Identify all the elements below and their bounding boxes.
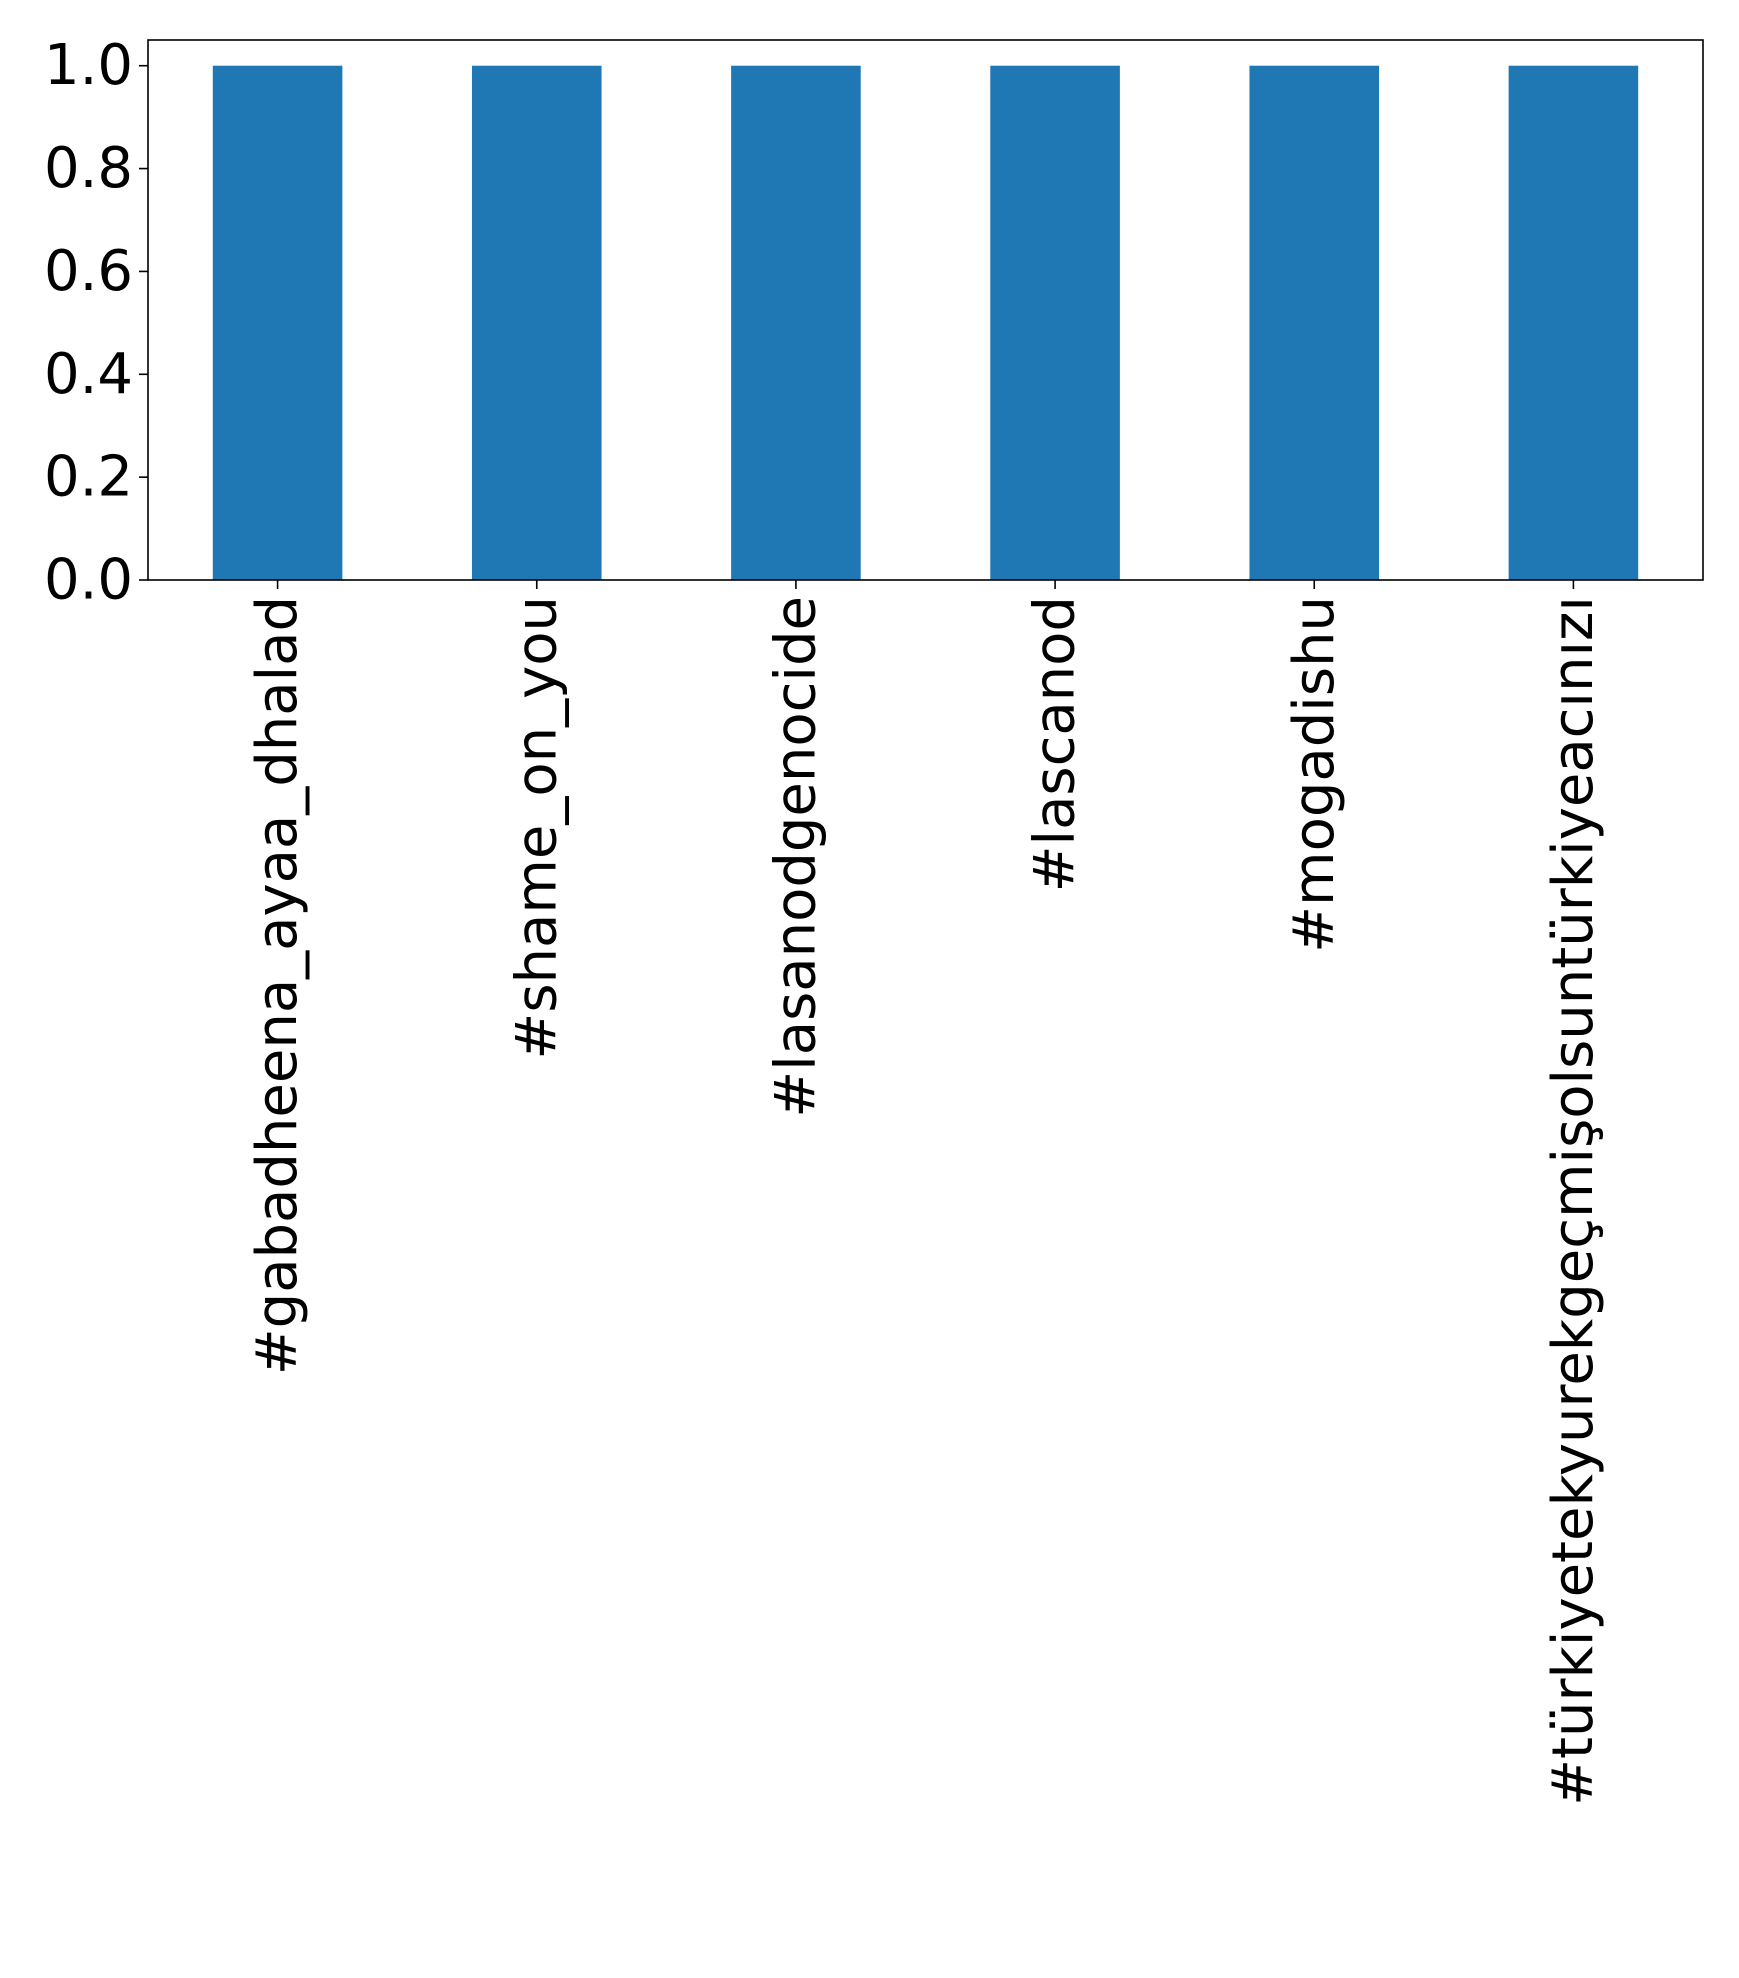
x-tick-label: #türkiyetekyurekgeçmişolsuntürkiyeacınız… bbox=[1541, 596, 1606, 1806]
bar bbox=[1508, 65, 1639, 580]
y-tick-label: 0.6 bbox=[44, 239, 133, 304]
x-tick-label: #mogadishu bbox=[1282, 596, 1347, 953]
x-tick-label: #shame_on_you bbox=[504, 596, 569, 1060]
y-axis: 0.0 0.2 0.4 0.6 0.8 1.0 bbox=[44, 33, 148, 613]
bar bbox=[471, 65, 602, 580]
bar bbox=[1249, 65, 1380, 580]
y-tick-label: 0.8 bbox=[44, 136, 133, 201]
bars-group bbox=[212, 65, 1639, 580]
bar bbox=[212, 65, 343, 580]
x-tick-label: #gabadheena_ayaa_dhalad bbox=[245, 596, 310, 1375]
y-tick-label: 0.0 bbox=[44, 548, 133, 613]
x-axis: #gabadheena_ayaa_dhalad #shame_on_you #las… bbox=[245, 580, 1606, 1806]
y-tick-label: 0.2 bbox=[44, 445, 133, 510]
plot-frame bbox=[147, 39, 1704, 581]
y-tick-label: 1.0 bbox=[44, 33, 133, 98]
x-tick-label: #lascanod bbox=[1023, 596, 1088, 892]
bar bbox=[990, 65, 1120, 580]
x-tick-label: #lasanodgenocide bbox=[763, 596, 828, 1118]
y-tick-label: 0.4 bbox=[44, 342, 133, 407]
bar bbox=[731, 65, 861, 580]
